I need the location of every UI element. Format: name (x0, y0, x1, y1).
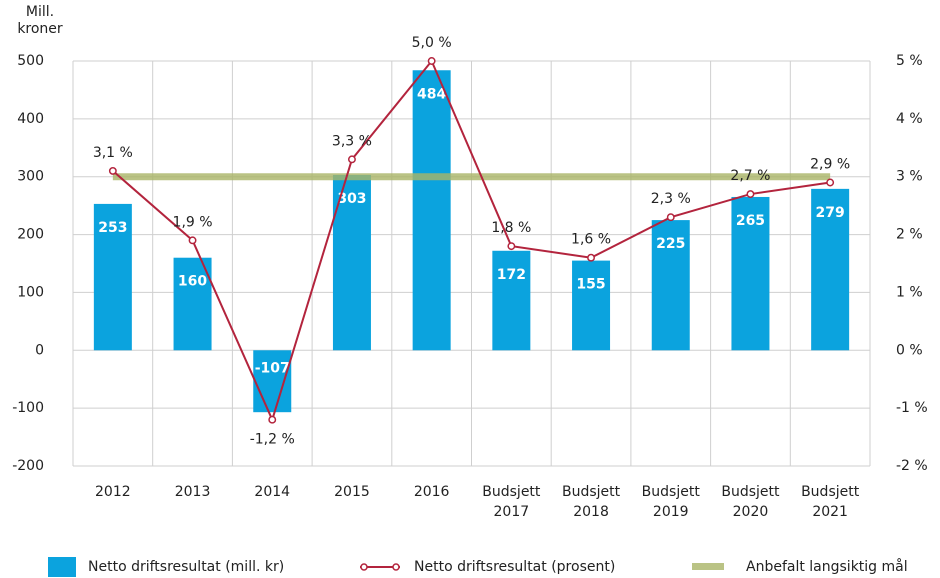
y-tick-label: 300 (17, 169, 44, 185)
y2-tick-label: 5 % (896, 53, 923, 69)
bar (492, 250, 531, 351)
x-tick-label: 2013 (175, 484, 211, 500)
line-point (427, 57, 436, 65)
line-label: 2,7 % (730, 168, 770, 184)
x-tick-label: 2015 (334, 484, 370, 500)
y2-tick-label: 4 % (896, 111, 923, 127)
bar (651, 220, 690, 351)
legend-label: Netto driftsresultat (prosent) (414, 559, 615, 575)
line-point (108, 166, 117, 175)
line-point (348, 155, 356, 164)
legend-swatch (48, 557, 76, 577)
line-point (746, 190, 755, 199)
line-label: -1,2 % (250, 432, 295, 448)
x-tick-label: Budsjett 2019 (642, 484, 701, 520)
y2-tick-label: 3 % (896, 169, 923, 185)
bar-label: 303 (337, 191, 366, 207)
legend-label: Netto driftsresultat (mill. kr) (88, 559, 284, 575)
bar-label: 484 (417, 86, 446, 102)
line-label: 1,8 % (491, 220, 531, 236)
line-point (666, 213, 675, 222)
y2-tick-label: -2 % (896, 458, 928, 474)
line (112, 59, 831, 423)
bar-label: 265 (736, 213, 765, 229)
bar (731, 196, 770, 351)
bar-label: 225 (656, 236, 685, 252)
bar (572, 260, 611, 351)
y-axis-label: Mill. kroner (17, 4, 63, 37)
y-tick-label: 500 (17, 53, 44, 69)
line-point (507, 242, 516, 251)
bar-label: 172 (497, 267, 526, 283)
bar (412, 70, 451, 351)
line-point (587, 253, 595, 262)
line-point (188, 236, 197, 245)
y2-tick-label: 2 % (896, 227, 923, 243)
x-tick-label: Budsjett 2021 (801, 484, 860, 520)
x-tick-label: Budsjett 2017 (482, 484, 541, 520)
y-tick-label: 400 (17, 111, 44, 127)
legend-marker (360, 563, 368, 571)
bar (93, 203, 132, 351)
x-tick-label: Budsjett 2020 (721, 484, 780, 520)
y-tick-label: -100 (12, 400, 44, 416)
line-label: 5,0 % (412, 35, 452, 51)
x-tick-label: 2014 (254, 484, 290, 500)
y2-tick-label: -1 % (896, 400, 928, 416)
bar-label: -107 (255, 360, 290, 376)
x-tick-label: 2016 (414, 484, 450, 500)
bar-label: 279 (816, 205, 845, 221)
line-label: 1,9 % (173, 214, 213, 230)
bar-label: 160 (178, 274, 207, 290)
y-tick-label: 100 (17, 284, 44, 300)
line-label: 2,9 % (810, 157, 850, 173)
y-tick-label: 200 (17, 227, 44, 243)
x-tick-label: 2012 (95, 484, 131, 500)
line-label: 1,6 % (571, 232, 611, 248)
bar-label: 155 (576, 277, 605, 293)
line-label: 3,3 % (332, 133, 372, 149)
x-tick-label: Budsjett 2018 (562, 484, 621, 520)
legend-swatch (692, 563, 724, 570)
bar (332, 174, 371, 351)
y2-tick-label: 0 % (896, 342, 923, 358)
bar-label: 253 (98, 220, 127, 236)
line-point (826, 178, 835, 187)
y2-tick-label: 1 % (896, 284, 923, 300)
legend-label: Anbefalt langsiktig mål (746, 558, 908, 575)
line-label: 3,1 % (93, 145, 133, 161)
bar (173, 257, 212, 351)
legend-marker (392, 563, 400, 571)
line-label: 2,3 % (651, 191, 691, 207)
y-tick-label: 0 (35, 342, 44, 358)
line-point (268, 415, 277, 424)
y-tick-label: -200 (12, 458, 44, 474)
bar (811, 188, 850, 351)
